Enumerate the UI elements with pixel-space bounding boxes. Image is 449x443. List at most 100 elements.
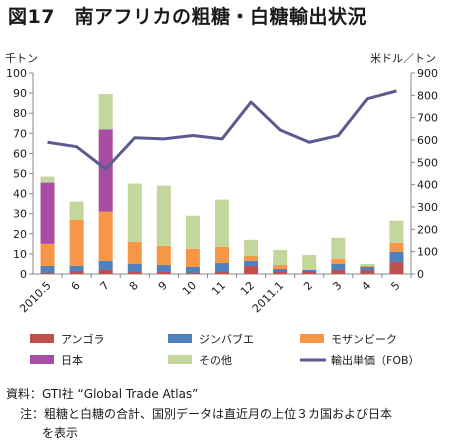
bar-segment-モザンビーク [215,246,229,263]
bar-segment-モザンビーク [273,264,288,269]
bar-segment-アンゴラ [127,271,142,274]
bar-segment-ジンバブエ [40,265,55,273]
right-tick-label: 400 [417,179,438,192]
bar-segment-アンゴラ [244,265,259,274]
bar-segment-モザンビーク [98,211,113,261]
left-tick-label: 50 [13,168,27,181]
bar-segment-アンゴラ [98,269,113,274]
right-tick-label: 700 [417,112,438,125]
plot-area: 0 10 20 30 40 50 60 70 80 90 100 0 100 200 300 400 500 60… [6,67,438,315]
bar-segment-ジンバブエ [215,262,229,272]
bar-segment-その他 [156,185,171,246]
legend-label: ジンバブエ [199,332,254,346]
bar-segment-ジンバブエ [244,260,259,266]
bar-segment-アンゴラ [302,270,317,274]
footnote-line-1: 注：粗糖と白糖の合計、国別データは直近月の上位３カ国および日本 [20,407,393,421]
x-tick-label: 2010.5 [17,279,53,315]
bar-segment-アンゴラ [360,269,375,274]
left-tick-label: 20 [13,228,27,241]
x-tick-label: 3 [330,279,344,293]
bar-segment-その他 [215,199,229,247]
bar-segment-ジンバブエ [302,269,317,271]
x-tick-label: 7 [98,279,112,293]
legend-label: モザンビーク [331,333,397,346]
bar-segment-モザンビーク [156,245,171,265]
legend-swatch-日本 [30,355,54,364]
bar-segment-その他 [185,215,200,249]
left-tick-label: 0 [20,268,27,281]
bar-segment-ジンバブエ [98,260,113,270]
right-axis-unit: 米ドル／トン [370,52,436,65]
x-tick-label: 12 [238,279,257,298]
left-axis-unit: 千トン [5,52,38,65]
bar-segment-ジンバブエ [185,266,200,273]
legend-label: 輸出単価（FOB） [331,353,420,367]
right-tick-label: 500 [417,156,438,169]
bar-segment-その他 [360,263,375,266]
x-tick-label: 9 [156,279,170,293]
bar-segment-その他 [69,201,84,220]
bar-segment-日本 [40,182,55,244]
x-tick-label: 5 [388,279,402,293]
bar-segment-アンゴラ [215,271,229,274]
right-tick-label: 100 [417,246,438,259]
left-tick-label: 30 [13,208,27,221]
right-tick-label: 900 [417,67,438,80]
source-note: 資料：GTI社 “Global Trade Atlas” [6,387,199,401]
right-tick-label: 800 [417,89,438,102]
x-tick-label: 11 [209,279,228,298]
bar-segment-アンゴラ [185,272,200,274]
legend-label: その他 [199,354,232,367]
bar-segment-モザンビーク [185,248,200,267]
bar-segment-モザンビーク [40,243,55,266]
bar-segment-その他 [98,94,113,130]
right-tick-label: 0 [417,268,424,281]
bar-segment-ジンバブエ [69,265,84,271]
x-tick-label: 4 [359,279,373,293]
bar-segment-その他 [273,249,288,265]
left-tick-label: 70 [13,127,27,140]
x-tick-label: 6 [69,279,83,293]
right-tick-label: 200 [417,223,438,236]
bar-segment-ジンバブエ [331,263,346,270]
left-tick-label: 80 [13,107,27,120]
left-tick-label: 100 [6,67,27,80]
left-tick-label: 60 [13,147,27,160]
bar-segment-モザンビーク [331,258,346,264]
bar-segment-モザンビーク [389,242,404,252]
x-tick-label: 2011.1 [250,279,286,315]
x-tick-label: 2 [301,279,315,293]
right-tick-label: 600 [417,134,438,147]
bar-segment-モザンビーク [244,255,259,261]
bar-segment-アンゴラ [69,270,84,274]
bar-segment-アンゴラ [331,269,346,274]
bar-segment-ジンバブエ [156,264,171,272]
footnote-line-2: を表示 [42,426,79,440]
price-line [47,89,397,171]
bar-segment-アンゴラ [389,261,404,274]
bar-segment-アンゴラ [156,271,171,274]
legend-swatch-ジンバブエ [168,334,192,343]
bar-segment-その他 [331,237,346,259]
bar-segment-その他 [389,220,404,243]
bar-segment-その他 [302,254,317,270]
x-tick-label: 8 [127,279,141,293]
legend-swatch-その他 [168,355,192,364]
bar-segment-アンゴラ [273,270,288,274]
right-tick-label: 300 [417,201,438,214]
left-tick-label: 10 [13,248,27,261]
left-tick-label: 40 [13,188,27,201]
bar-segment-その他 [244,239,259,256]
legend-label: アンゴラ [61,332,105,346]
left-tick-label: 90 [13,87,27,100]
bar-segment-モザンビーク [69,219,84,266]
legend-swatch-モザンビーク [300,334,324,343]
figure-title: 図17 南アフリカの粗糖・白糖輸出状況 [8,6,367,28]
legend-swatch-アンゴラ [30,334,54,343]
bar-segment-その他 [40,176,55,183]
bar-segment-ジンバブエ [273,268,288,271]
bar-segment-ジンバブエ [389,251,404,262]
bar-segment-その他 [127,183,142,242]
